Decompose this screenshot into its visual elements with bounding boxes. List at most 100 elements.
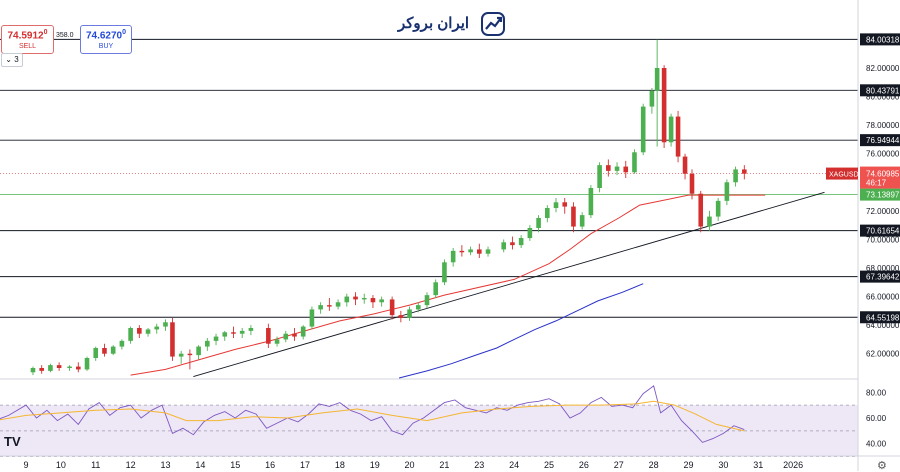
level-price-tag: 84.00318 <box>866 35 900 44</box>
candle-body <box>292 333 297 337</box>
buy-button[interactable]: 74.62700 BUY <box>80 25 132 55</box>
candle-body <box>661 68 667 143</box>
candle-body <box>102 348 107 354</box>
candle-body <box>477 249 482 254</box>
moving-averages <box>130 194 766 379</box>
level-price-tag-bg <box>860 224 900 237</box>
green-level-tag: 73.13897 <box>866 191 900 200</box>
green-level-tag-bg <box>860 188 900 201</box>
price-tick-label: 78.00000 <box>866 121 900 130</box>
time-tick-label: 16 <box>265 460 275 470</box>
rsi-line <box>0 385 745 443</box>
gear-icon[interactable]: ⚙ <box>877 460 887 472</box>
countdown-label: 46:17 <box>866 179 887 188</box>
candle-body <box>389 299 395 316</box>
candle-body <box>327 305 332 307</box>
buy-price: 74.6270 <box>85 30 123 42</box>
rsi-panel <box>0 378 858 457</box>
candle-body <box>48 365 53 371</box>
time-tick-label: 28 <box>649 460 659 470</box>
price-tick-label: 70.00000 <box>866 235 900 244</box>
price-tick-label: 76.00000 <box>866 150 900 159</box>
price-labels: 84.00318 80.43791 76.94944 70.61654 67.39642… <box>826 33 900 324</box>
candle-body <box>527 228 533 238</box>
candle-body <box>510 242 515 246</box>
symbol-tag-bg <box>826 167 858 180</box>
candle-body <box>239 330 245 334</box>
level-price-tag-bg <box>860 270 900 283</box>
candle-body <box>379 299 384 303</box>
sell-label: SELL <box>18 43 37 51</box>
candle-body <box>344 296 350 303</box>
level-price-tag-bg <box>860 311 900 324</box>
candle-body <box>163 322 168 327</box>
candle-body <box>187 353 193 356</box>
tv-logo-text: TV <box>4 434 21 449</box>
time-tick-label: 19 <box>370 460 380 470</box>
candle-body <box>318 305 323 310</box>
time-tick-label: 20 <box>405 460 415 470</box>
time-tick-label: 15 <box>230 460 240 470</box>
indicator-count: 3 <box>14 55 19 64</box>
time-tick-label: 23 <box>474 460 484 470</box>
candle-body <box>145 329 151 334</box>
candle-body <box>170 322 175 357</box>
candle-body <box>682 156 688 174</box>
indicator-toggle[interactable]: ⌄ 3 <box>1 53 23 67</box>
candle-body <box>468 249 473 253</box>
tv-logo: TV <box>4 434 21 449</box>
time-tick-label: 30 <box>718 460 728 470</box>
candle-body <box>518 238 524 246</box>
time-tick-label: 9 <box>23 460 28 470</box>
level-price-tag-bg <box>860 33 900 46</box>
price-tick-label: 66.00000 <box>866 293 900 302</box>
candle-body <box>76 366 81 370</box>
chevron-down-icon: ⌄ <box>5 55 12 64</box>
ma-red-line <box>130 194 766 376</box>
candle-body <box>205 340 210 347</box>
time-tick-label: 25 <box>544 460 554 470</box>
candle-body <box>361 298 367 300</box>
candle-body <box>562 202 568 207</box>
candle-body <box>597 165 602 188</box>
candle-body <box>442 262 447 283</box>
candle-body <box>536 218 541 228</box>
candle-body <box>545 208 550 218</box>
candle-body <box>222 332 228 337</box>
candle-body <box>689 173 695 194</box>
candle-body <box>128 328 133 341</box>
candle-body <box>370 298 376 303</box>
candle-body <box>433 282 439 296</box>
candle-body <box>93 348 99 358</box>
candle-body <box>640 106 646 153</box>
level-price-tag: 67.39642 <box>866 273 900 282</box>
level-price-tag: 80.43791 <box>866 86 900 95</box>
time-tick-label: 21 <box>439 460 449 470</box>
candle-body <box>698 193 704 227</box>
time-tick-label: 29 <box>684 460 694 470</box>
time-tick-label: 2026 <box>783 460 803 470</box>
candle-body <box>283 333 289 340</box>
candle-body <box>231 332 236 334</box>
candle-body <box>668 116 674 143</box>
sell-button[interactable]: 74.59120 SELL <box>1 25 54 55</box>
time-tick-label: 24 <box>509 460 519 470</box>
candle-body <box>707 216 712 227</box>
time-tick-label: 12 <box>126 460 136 470</box>
time-tick-label: 26 <box>579 460 589 470</box>
candle-body <box>213 336 219 341</box>
candle-body <box>398 315 404 318</box>
candle-body <box>266 328 271 344</box>
candle-body <box>39 368 44 371</box>
level-price-tag-bg <box>860 134 900 147</box>
buy-price-sup: 0 <box>122 29 127 36</box>
time-tick-label: 27 <box>614 460 624 470</box>
candle-body <box>154 326 160 330</box>
candle-body <box>614 166 620 171</box>
current-price-tag-bg <box>860 166 900 189</box>
price-tick-label: 68.00000 <box>866 264 900 273</box>
candle-body <box>274 339 280 344</box>
time-tick-label: 18 <box>335 460 345 470</box>
time-tick-label: 10 <box>56 460 66 470</box>
